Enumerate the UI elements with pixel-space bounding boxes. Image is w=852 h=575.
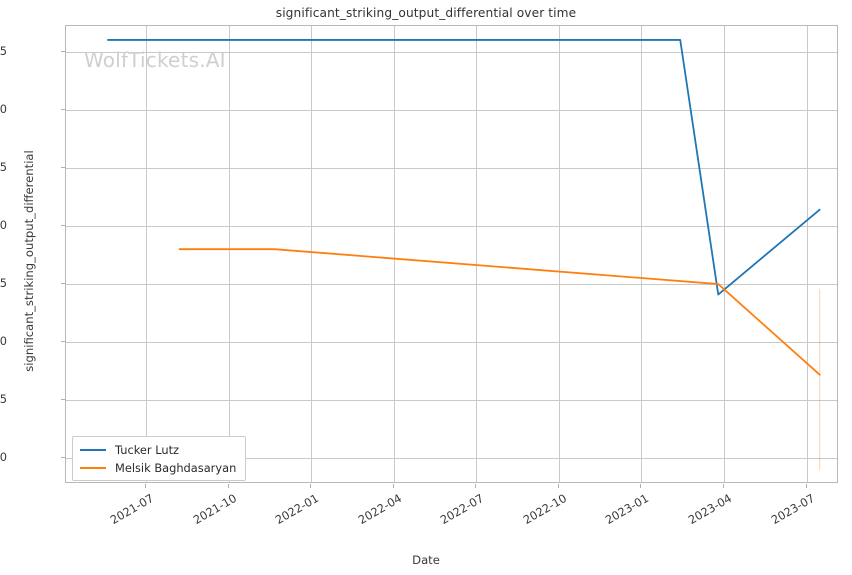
gridline-vertical-2021-07 bbox=[146, 26, 147, 482]
gridline-horizontal-27.5 bbox=[66, 168, 837, 169]
x-tick-label: 2021-07 bbox=[107, 491, 156, 527]
y-tick-mark bbox=[61, 167, 65, 168]
data-series-canvas bbox=[107, 39, 821, 471]
gridline-horizontal-20.0 bbox=[66, 342, 837, 343]
legend-color-swatch bbox=[80, 467, 106, 469]
y-tick-label: 25.0 bbox=[0, 217, 7, 232]
series-line-tucker-lutz bbox=[107, 39, 821, 296]
legend-entry[interactable]: Melsik Baghdasaryan bbox=[80, 459, 238, 477]
x-axis-label: Date bbox=[412, 553, 440, 567]
gridline-horizontal-30.0 bbox=[66, 110, 837, 111]
x-tick-mark bbox=[558, 484, 559, 488]
gridline-vertical-2023-01 bbox=[641, 26, 642, 482]
gridline-vertical-2022-01 bbox=[311, 26, 312, 482]
gridline-vertical-2021-10 bbox=[229, 26, 230, 482]
y-tick-mark bbox=[61, 109, 65, 110]
x-tick-mark bbox=[393, 484, 394, 488]
legend-entry[interactable]: Tucker Lutz bbox=[80, 441, 238, 459]
gridline-vertical-2022-04 bbox=[394, 26, 395, 482]
x-tick-label: 2023-01 bbox=[602, 491, 651, 527]
x-tick-mark bbox=[310, 484, 311, 488]
x-tick-label: 2022-10 bbox=[520, 491, 569, 527]
gridline-vertical-2023-04 bbox=[724, 26, 725, 482]
chart-legend: Tucker Lutz Melsik Baghdasaryan bbox=[72, 436, 246, 481]
y-tick-mark bbox=[61, 225, 65, 226]
x-tick-label: 2021-10 bbox=[190, 491, 239, 527]
y-tick-label: 32.5 bbox=[0, 43, 7, 58]
x-tick-mark bbox=[640, 484, 641, 488]
x-tick-mark bbox=[723, 484, 724, 488]
y-tick-label: 30.0 bbox=[0, 101, 7, 116]
gridline-horizontal-32.5 bbox=[66, 52, 837, 53]
gridline-vertical-2022-10 bbox=[559, 26, 560, 482]
x-tick-label: 2022-04 bbox=[355, 491, 404, 527]
x-tick-mark bbox=[145, 484, 146, 488]
y-tick-mark bbox=[61, 283, 65, 284]
plot-area: WolfTickets.AI bbox=[65, 25, 838, 483]
legend-color-swatch bbox=[80, 449, 106, 451]
x-tick-mark bbox=[806, 484, 807, 488]
gridline-horizontal-15.0 bbox=[66, 458, 837, 459]
y-axis-label: significant_striking_output_differential bbox=[22, 150, 36, 372]
legend-label: Tucker Lutz bbox=[115, 443, 180, 457]
y-tick-mark bbox=[61, 399, 65, 400]
gridline-horizontal-17.5 bbox=[66, 400, 837, 401]
y-tick-mark bbox=[61, 51, 65, 52]
y-tick-label: 17.5 bbox=[0, 392, 7, 407]
x-tick-label: 2022-01 bbox=[272, 491, 321, 527]
gridline-vertical-2022-07 bbox=[476, 26, 477, 482]
y-tick-label: 27.5 bbox=[0, 159, 7, 174]
x-tick-label: 2023-07 bbox=[768, 491, 817, 527]
x-tick-mark bbox=[228, 484, 229, 488]
x-tick-label: 2022-07 bbox=[437, 491, 486, 527]
y-tick-label: 15.0 bbox=[0, 450, 7, 465]
legend-label: Melsik Baghdasaryan bbox=[115, 461, 237, 475]
y-tick-label: 22.5 bbox=[0, 276, 7, 291]
y-tick-mark bbox=[61, 341, 65, 342]
gridline-vertical-2023-07 bbox=[807, 26, 808, 482]
x-tick-label: 2023-04 bbox=[685, 491, 734, 527]
x-tick-mark bbox=[475, 484, 476, 488]
y-tick-mark bbox=[61, 457, 65, 458]
gridline-horizontal-22.5 bbox=[66, 284, 837, 285]
watermark: WolfTickets.AI bbox=[84, 48, 226, 72]
y-tick-label: 20.0 bbox=[0, 334, 7, 349]
series-line-melsik-baghdasaryan bbox=[178, 248, 821, 376]
gridline-horizontal-25.0 bbox=[66, 226, 837, 227]
chart-title: significant_striking_output_differential… bbox=[275, 6, 577, 20]
